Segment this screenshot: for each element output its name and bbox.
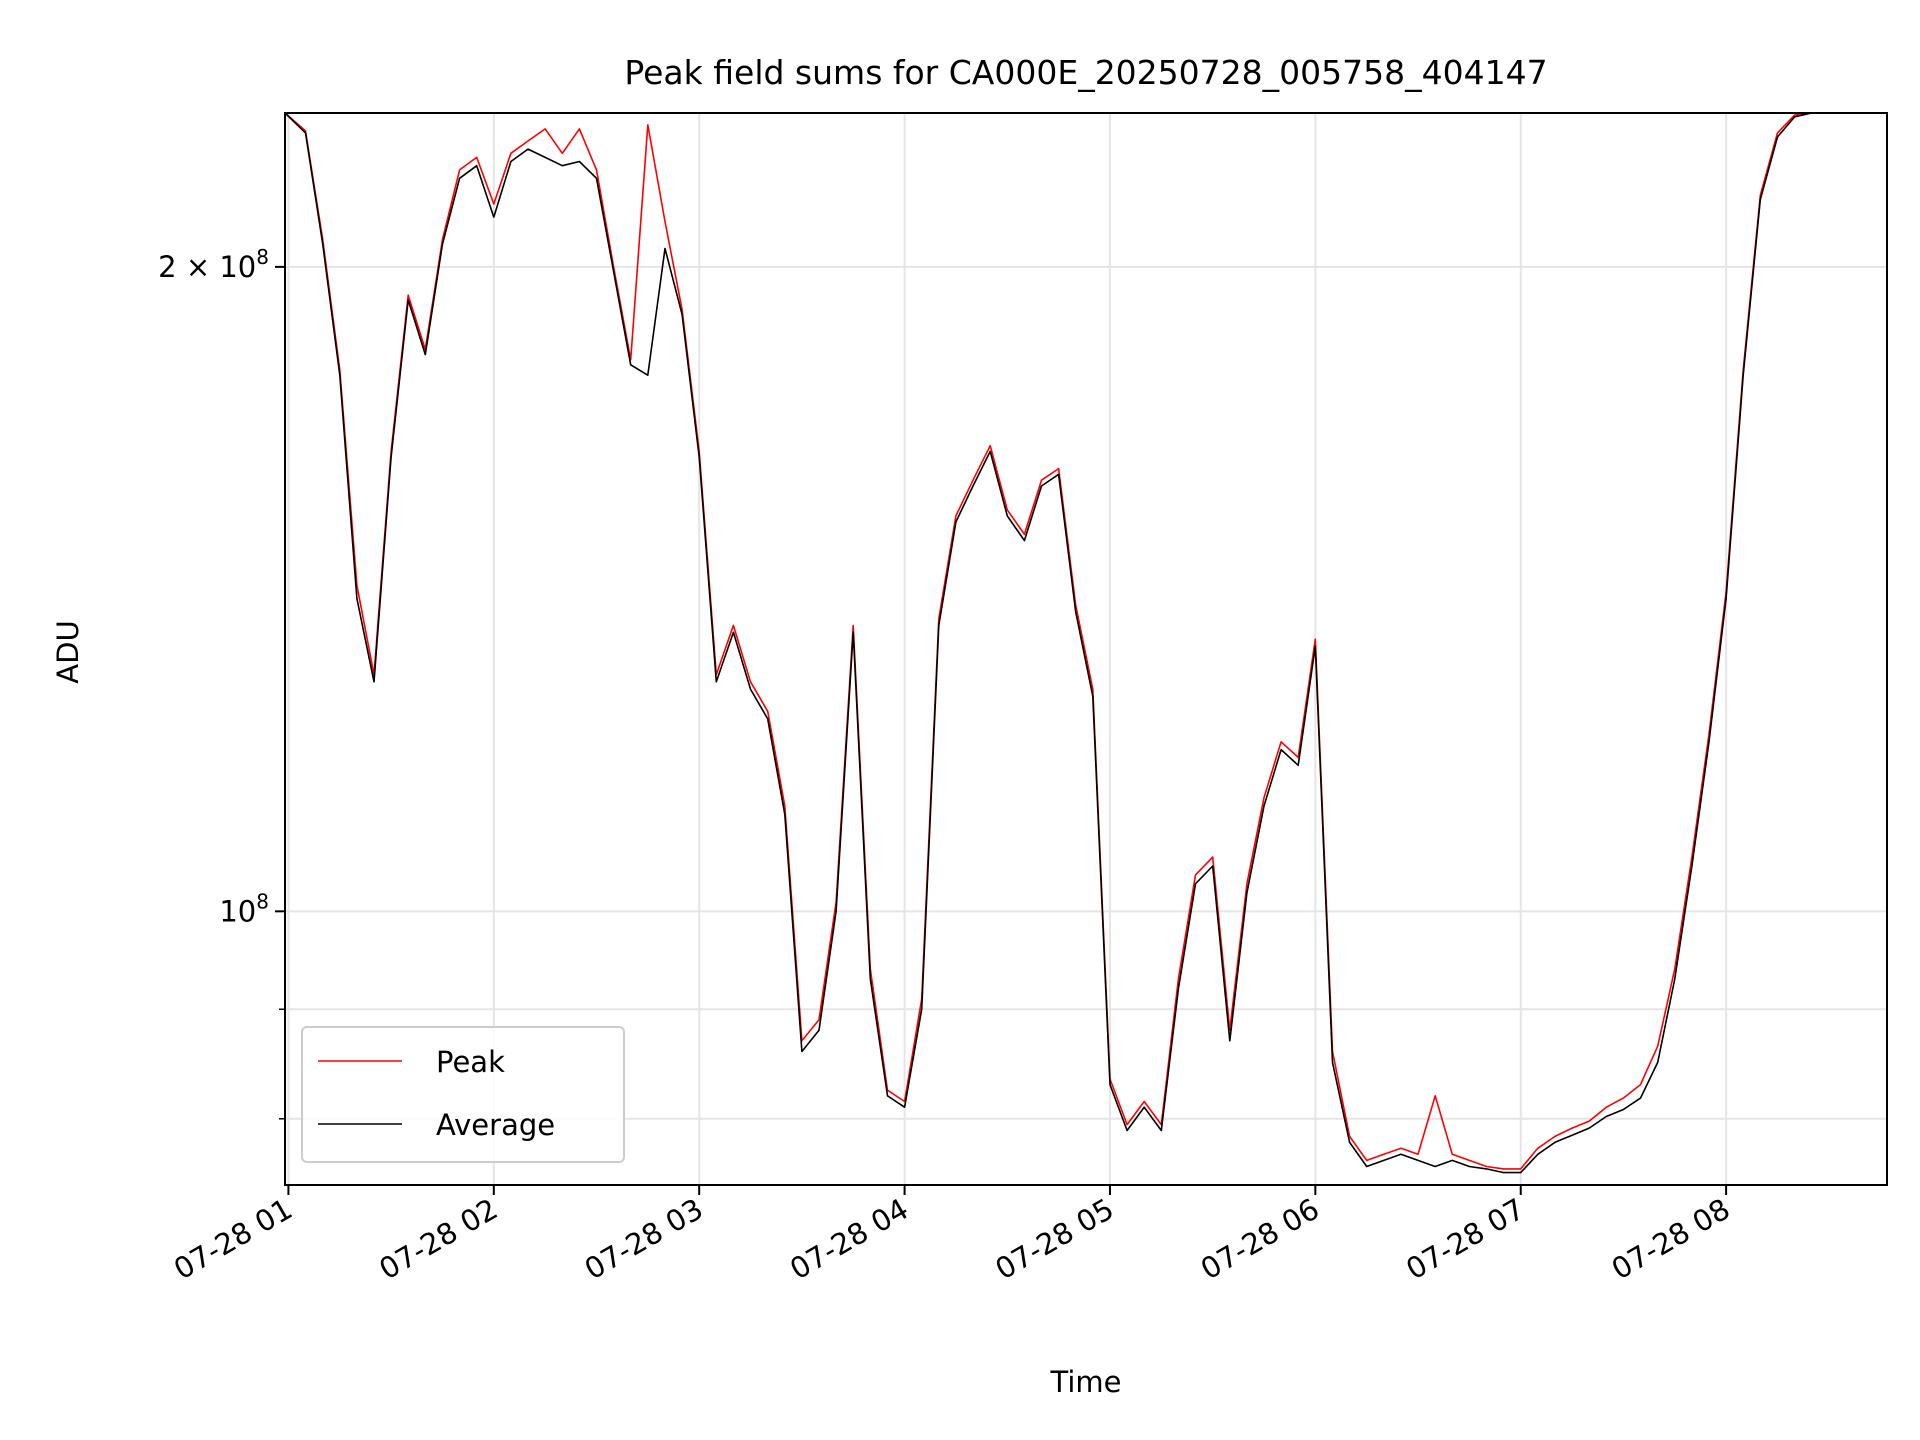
series-layer (284, 112, 1887, 1174)
legend: Peak Average (301, 1026, 625, 1163)
y-axis-label: ADU (51, 620, 85, 683)
series-line-average (284, 112, 1887, 1174)
series-line-peak (284, 112, 1887, 1170)
legend-average-label: Average (436, 1108, 555, 1142)
plot-frame (284, 112, 1888, 1186)
grid-lines (285, 113, 1887, 1185)
y-tick-label: 2 × 108 (158, 245, 269, 284)
x-axis-label: Time (1050, 1365, 1122, 1399)
chart-title: Peak field sums for CA000E_20250728_0057… (624, 53, 1547, 92)
legend-peak-label: Peak (436, 1045, 505, 1079)
